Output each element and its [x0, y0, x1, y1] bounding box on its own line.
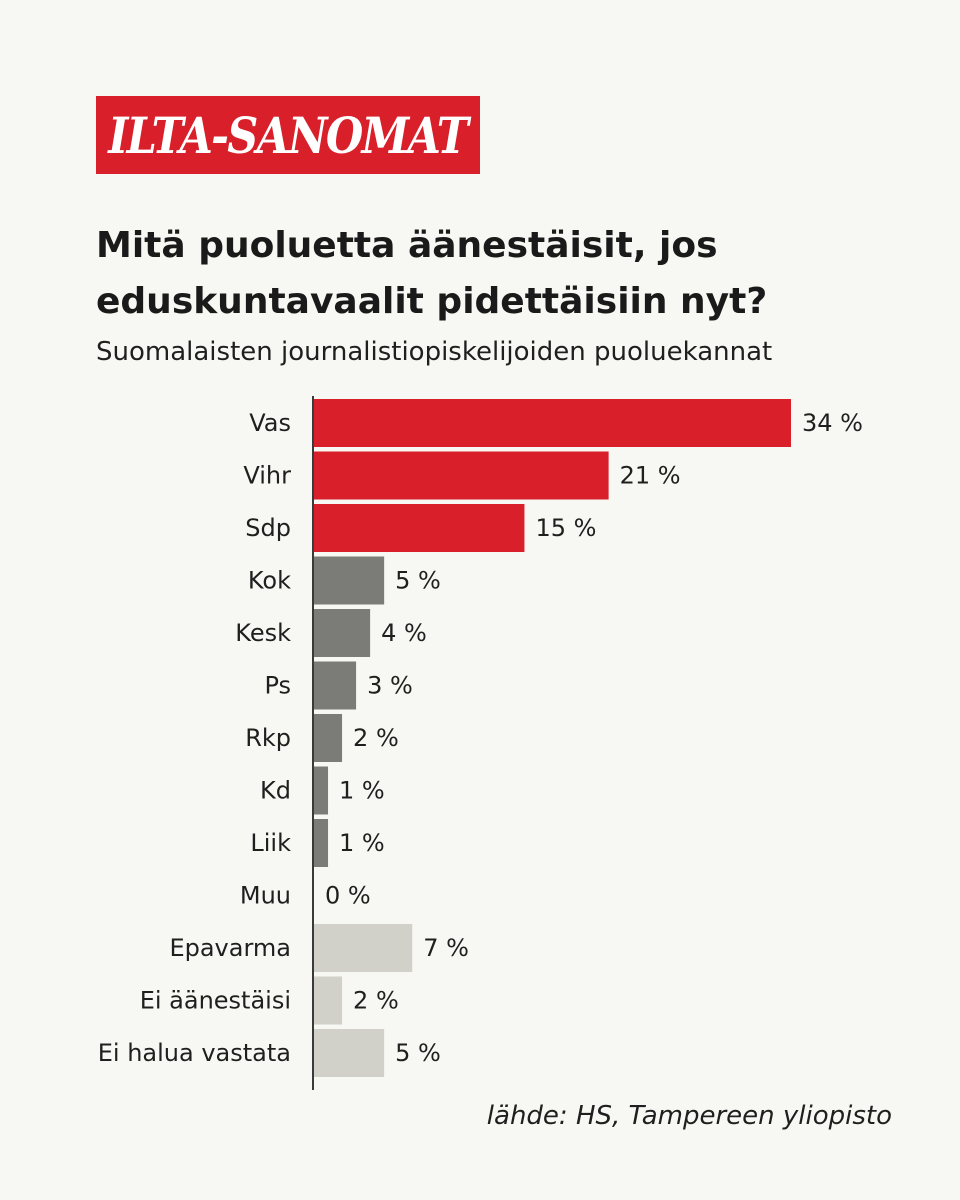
category-label-9: Muu [240, 882, 291, 910]
logo-text: ILTA-SANOMAT [108, 105, 470, 165]
bar-10 [314, 924, 413, 972]
value-label-4: 4 % [381, 619, 427, 647]
category-label-1: Vihr [243, 462, 291, 490]
category-label-0: Vas [249, 409, 291, 437]
bar-12 [314, 1029, 385, 1077]
bar-2 [314, 504, 525, 552]
source-note: lähde: HS, Tampereen yliopisto [486, 1101, 892, 1131]
category-label-6: Rkp [245, 724, 291, 752]
bar-11 [314, 976, 343, 1025]
bar-1 [314, 451, 609, 500]
bar-3 [314, 556, 385, 605]
value-label-12: 5 % [395, 1039, 441, 1067]
bar-7 [314, 766, 329, 815]
category-label-2: Sdp [245, 514, 291, 542]
value-label-8: 1 % [339, 829, 385, 857]
category-label-5: Ps [264, 672, 291, 700]
category-label-11: Ei äänestäisi [140, 987, 291, 1015]
category-label-7: Kd [260, 777, 291, 805]
bar-chart: Vas 34 % Vihr 21 % Sdp 15 % Kok 5 % Kesk 4 % Ps 3 %… [98, 396, 863, 1090]
bar-4 [314, 609, 371, 657]
bar-8 [314, 819, 329, 867]
bar-6 [314, 714, 343, 762]
bar-5 [314, 661, 357, 710]
value-label-1: 21 % [620, 462, 681, 490]
value-label-0: 34 % [802, 409, 863, 437]
chart-title: Mitä puoluetta äänestäisit, jos eduskunt… [96, 225, 768, 322]
category-label-3: Kok [248, 567, 291, 595]
value-label-11: 2 % [353, 987, 399, 1015]
value-label-5: 3 % [367, 672, 413, 700]
value-label-7: 1 % [339, 777, 385, 805]
value-label-3: 5 % [395, 567, 441, 595]
chart-subtitle: Suomalaisten journalistiopiskelijoiden p… [96, 337, 773, 367]
category-label-8: Liik [250, 829, 291, 857]
value-label-9: 0 % [325, 882, 371, 910]
category-label-12: Ei halua vastata [98, 1039, 291, 1067]
category-label-10: Epavarma [169, 934, 291, 962]
value-label-6: 2 % [353, 724, 399, 752]
category-label-4: Kesk [235, 619, 291, 647]
bar-0 [314, 399, 791, 447]
ilta-sanomat-logo: ILTA-SANOMAT [96, 96, 480, 174]
value-label-10: 7 % [423, 934, 469, 962]
value-label-2: 15 % [535, 514, 596, 542]
